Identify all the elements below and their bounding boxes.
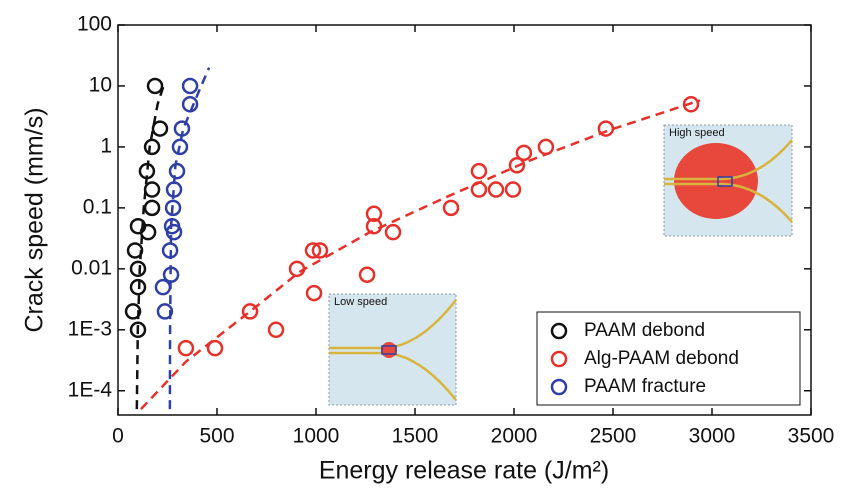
legend-label: PAAM debond: [584, 320, 705, 341]
data-point: [156, 303, 174, 320]
data-point: [181, 77, 199, 95]
x-axis-label: Energy release rate (J/m²): [319, 457, 609, 485]
data-point: [365, 205, 383, 223]
data-point: [129, 217, 147, 235]
y-tick-label: 1E-3: [68, 317, 112, 340]
data-point: [508, 157, 526, 174]
inset-label: High speed: [669, 127, 725, 139]
data-point: [173, 120, 191, 137]
data-point: [143, 138, 161, 156]
data-point: [168, 162, 186, 180]
data-point: [181, 96, 199, 113]
y-tick-label: 0.01: [71, 256, 112, 279]
data-point: [143, 181, 161, 198]
data-point: [164, 199, 182, 217]
data-point: [161, 242, 179, 259]
legend-label: Alg-PAAM debond: [584, 348, 739, 369]
data-point: [487, 181, 505, 198]
data-point: [138, 162, 156, 180]
x-tick-label: 2000: [491, 425, 538, 448]
data-point: [267, 321, 285, 339]
data-point: [165, 223, 183, 241]
data-point: [384, 223, 402, 241]
legend-marker: [550, 322, 568, 340]
data-point: [304, 242, 322, 259]
data-point: [515, 144, 533, 162]
data-point: [206, 339, 224, 357]
x-tick-label: 3500: [788, 425, 835, 448]
y-tick-label: 1: [100, 134, 112, 157]
data-point: [154, 278, 172, 296]
inset-high-speed: High speed: [663, 124, 793, 237]
y-tick-label: 1E-4: [68, 378, 113, 401]
data-point: [504, 181, 522, 198]
x-tick-label: 500: [199, 425, 234, 448]
legend-label: PAAM fracture: [584, 376, 706, 397]
legend-marker: [550, 378, 568, 396]
y-tick-label: 100: [77, 13, 112, 36]
y-tick-label: 0.1: [83, 195, 112, 218]
data-point: [129, 260, 147, 278]
data-point: [305, 284, 323, 302]
x-tick-label: 0: [112, 425, 124, 448]
data-point: [143, 199, 161, 217]
data-point: [470, 162, 488, 180]
data-point: [129, 321, 147, 339]
x-tick-label: 1500: [392, 425, 439, 448]
data-point: [241, 303, 259, 320]
data-point: [171, 138, 189, 156]
y-tick-label: 10: [89, 74, 112, 97]
data-point: [177, 339, 195, 357]
x-tick-label: 2500: [590, 425, 637, 448]
x-tick-label: 3000: [689, 425, 736, 448]
x-tick-label: 1000: [293, 425, 340, 448]
data-point: [151, 120, 169, 137]
legend-box: [536, 311, 801, 406]
data-point: [126, 242, 144, 259]
data-point: [165, 181, 183, 198]
inset-low-speed: Low speed: [328, 293, 457, 406]
data-point: [129, 278, 147, 296]
legend-marker: [550, 350, 568, 368]
y-axis-label: Crack speed (mm/s): [21, 107, 49, 332]
data-point: [288, 260, 306, 278]
data-point: [358, 266, 376, 283]
data-point: [365, 217, 383, 235]
data-point: [162, 266, 180, 283]
fit-line: [135, 85, 165, 410]
data-point: [124, 303, 142, 320]
data-point: [470, 181, 488, 198]
data-point: [311, 242, 329, 259]
data-point: [682, 96, 700, 113]
data-point: [442, 199, 460, 217]
inset-label: Low speed: [334, 296, 387, 308]
data-point: [537, 138, 555, 156]
data-point: [597, 120, 615, 137]
plot-frame: [117, 24, 812, 416]
data-point: [146, 77, 164, 95]
